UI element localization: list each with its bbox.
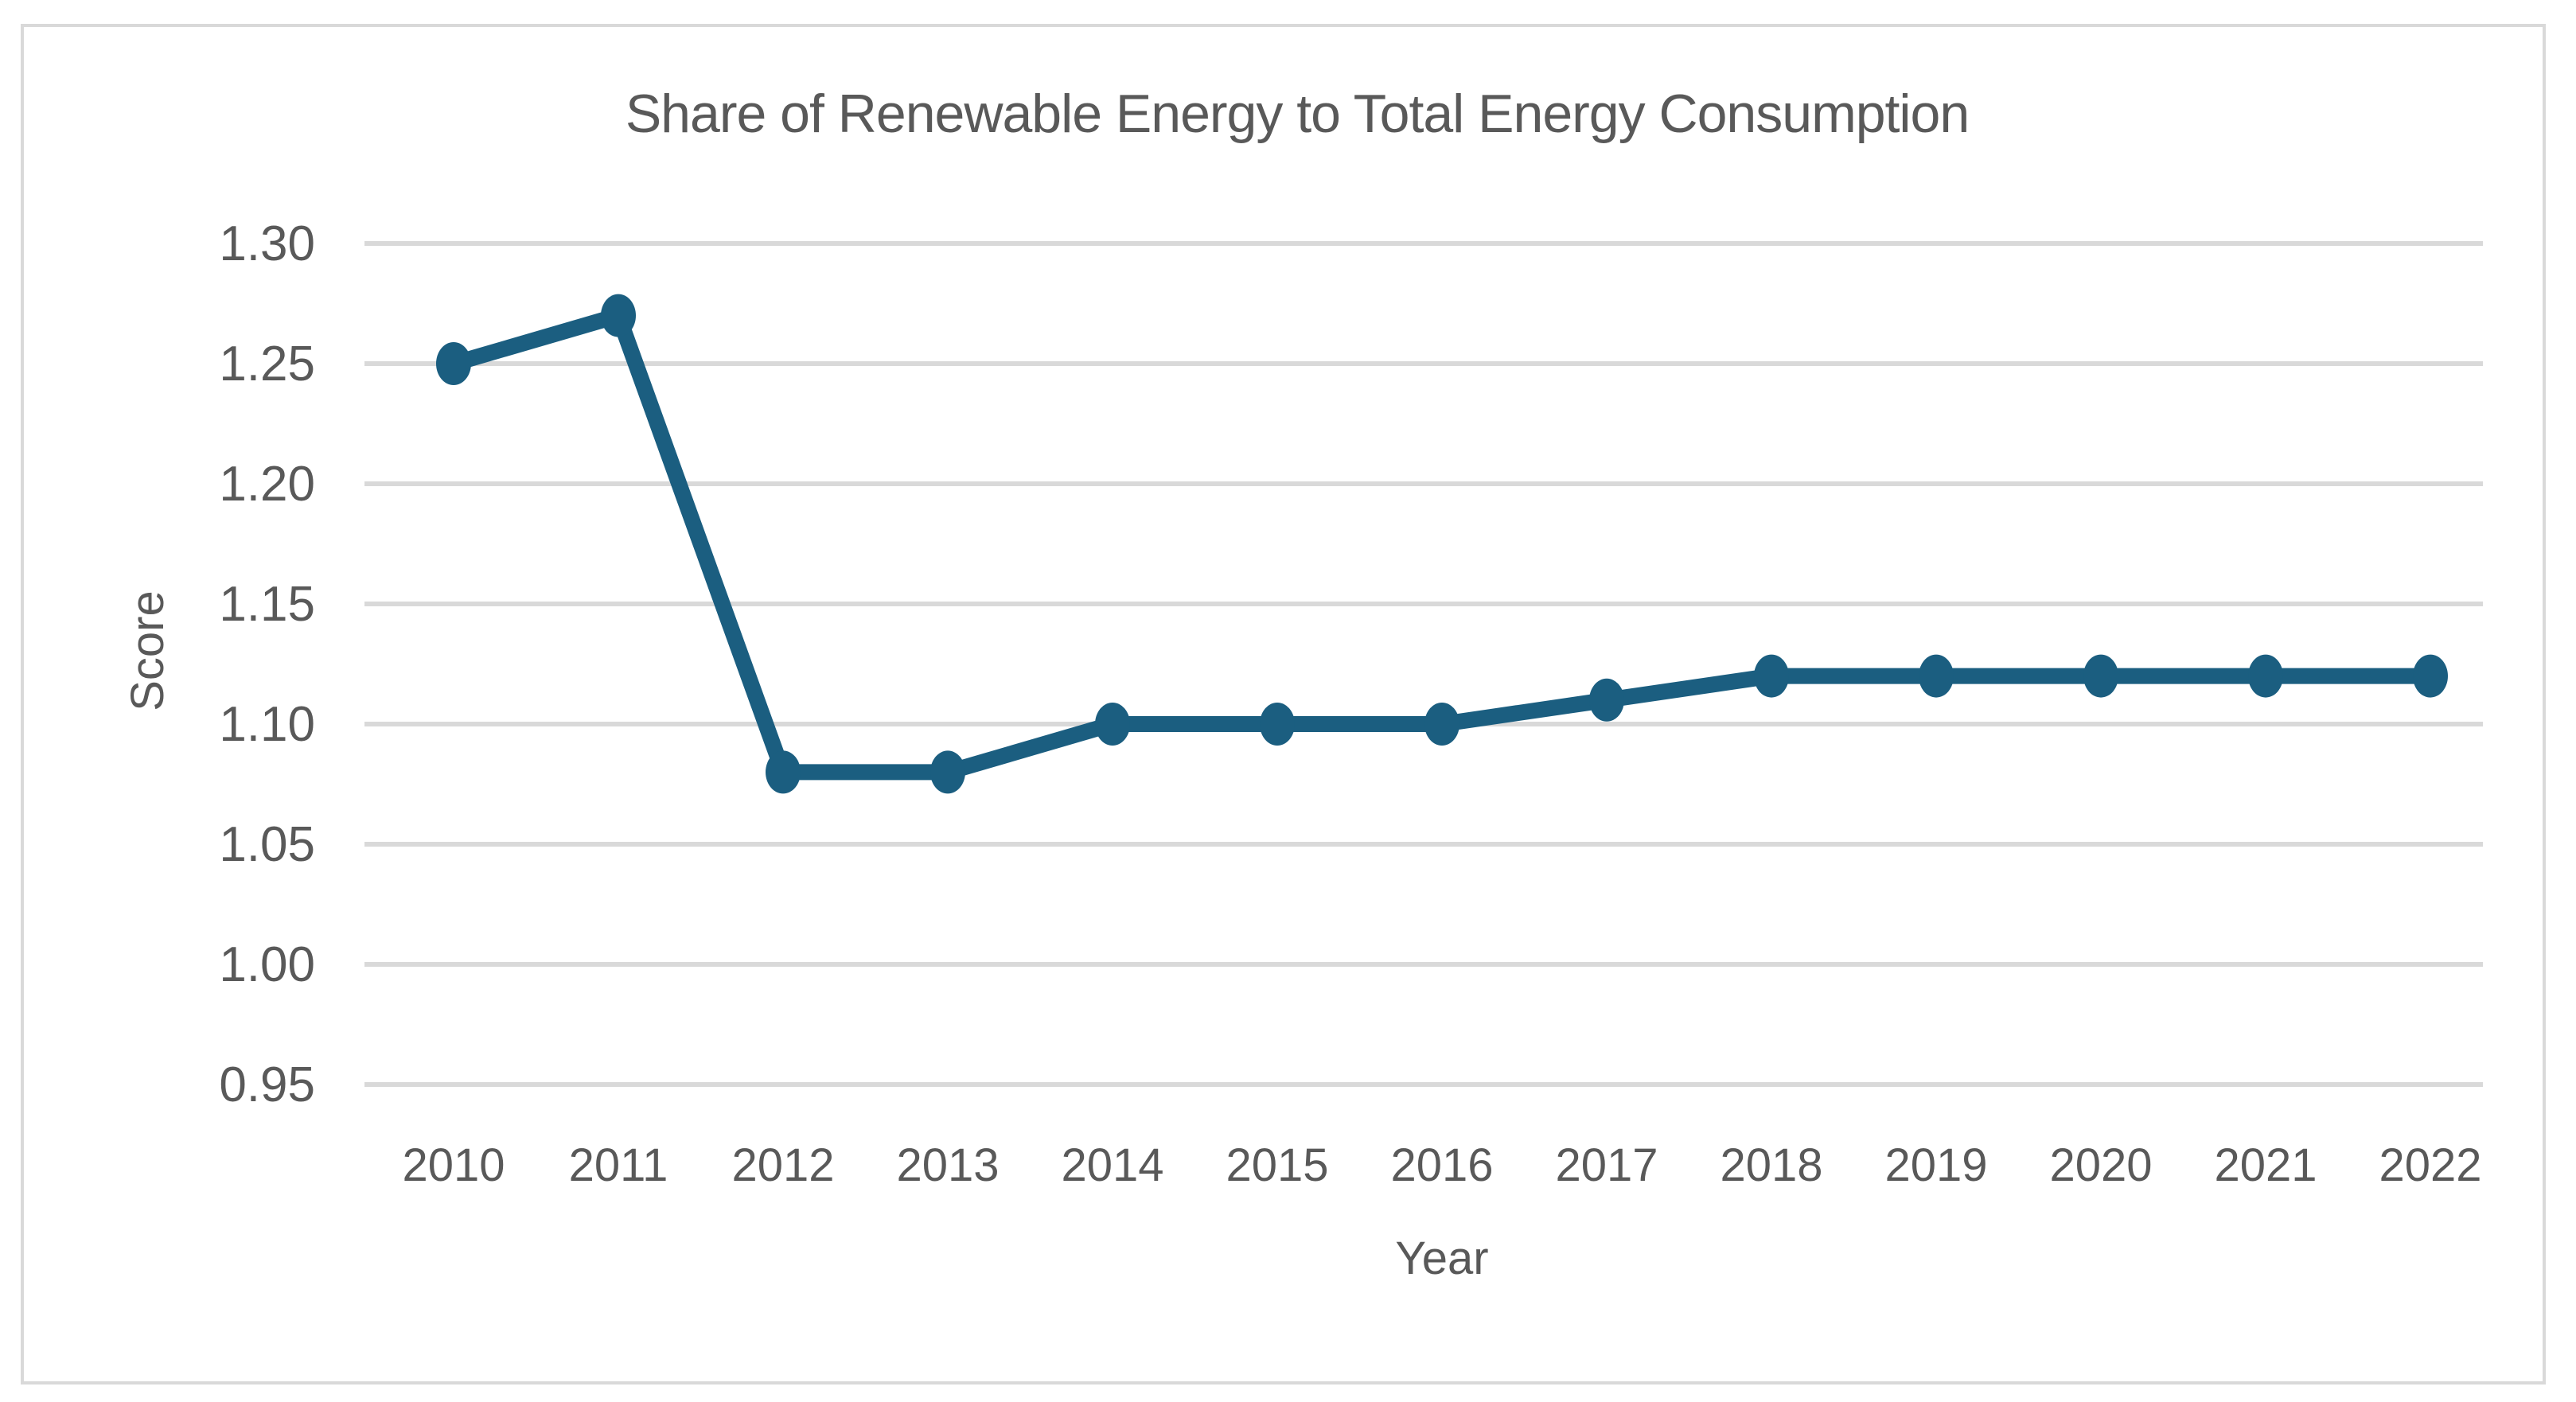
x-tick-label: 2022 [2379,1139,2481,1191]
x-tick-label: 2018 [1720,1139,1822,1191]
x-tick-label: 2010 [402,1139,505,1191]
x-tick-label: 2020 [2049,1139,2152,1191]
y-tick-label: 0.95 [219,1057,315,1112]
chart-title: Share of Renewable Energy to Total Energ… [625,84,1970,144]
x-tick-label: 2015 [1226,1139,1328,1191]
x-tick-label: 2013 [896,1139,999,1191]
x-tick-label: 2011 [569,1139,668,1191]
data-point-marker [2413,654,2448,698]
data-point-marker [1919,654,1954,698]
x-tick-label: 2019 [1884,1139,1987,1191]
x-tick-label: 2017 [1555,1139,1658,1191]
data-point-marker [1424,703,1459,746]
data-point-marker [1095,703,1130,746]
data-point-marker [2083,654,2118,698]
x-tick-label: 2012 [731,1139,834,1191]
data-point-marker [1589,678,1624,722]
data-point-marker [930,750,965,794]
y-tick-label: 1.30 [219,216,315,271]
data-point-marker [601,294,636,337]
x-tick-label: 2021 [2214,1139,2317,1191]
x-tick-label: 2014 [1061,1139,1163,1191]
y-tick-label: 1.10 [219,697,315,752]
y-tick-label: 1.25 [219,337,315,391]
data-point-marker [436,342,471,385]
x-tick-label: 2016 [1390,1139,1493,1191]
y-tick-label: 1.15 [219,577,315,632]
data-point-marker [1754,654,1789,698]
y-tick-label: 1.05 [219,817,315,872]
data-point-marker [1260,703,1295,746]
y-tick-label: 1.20 [219,457,315,512]
data-point-marker [766,750,801,794]
x-axis-title: Year [1395,1233,1489,1284]
data-point-marker [2248,654,2283,698]
y-tick-label: 1.00 [219,937,315,992]
